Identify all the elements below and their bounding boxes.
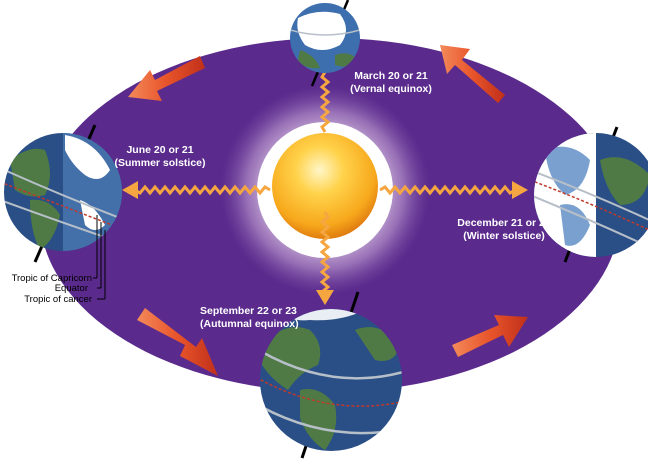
- orbit-arrow-bottom-right: [452, 315, 528, 357]
- ray-left: [134, 184, 271, 196]
- legend-equator: Equator: [54, 283, 88, 294]
- winter-solstice-label: December 21 or 22 (Winter solstice): [448, 217, 560, 243]
- earth-march: [290, 0, 360, 87]
- orbit-arrow-bottom-left: [137, 308, 218, 376]
- ray-right-head: [512, 181, 528, 199]
- ray-bottom: [319, 211, 331, 298]
- autumnal-equinox-name: (Autumnal equinox): [200, 318, 299, 330]
- orbit-arrow-top-right: [440, 45, 505, 103]
- ray-right: [379, 184, 516, 196]
- legend-leader-lines: [93, 215, 106, 300]
- legend-tropic-cancer: Tropic of cancer: [24, 294, 92, 305]
- autumnal-equinox-date: September 22 or 23: [200, 305, 297, 317]
- vernal-equinox-name: (Vernal equinox): [350, 83, 432, 95]
- vernal-equinox-date: March 20 or 21: [354, 70, 428, 82]
- orbit-arrow-top-left: [128, 56, 205, 101]
- autumnal-equinox-label: September 22 or 23 (Autumnal equinox): [200, 305, 324, 331]
- summer-solstice-date: June 20 or 21: [126, 144, 194, 156]
- ray-left-head: [122, 181, 138, 199]
- summer-solstice-label: June 20 or 21 (Summer solstice): [104, 144, 216, 170]
- ray-top: [319, 71, 331, 133]
- ray-bottom-head: [316, 290, 334, 305]
- legend-tropic-capricorn: Tropic of Capricorn: [11, 273, 92, 284]
- winter-solstice-date: December 21 or 22: [457, 217, 551, 229]
- winter-solstice-name: (Winter solstice): [463, 230, 545, 242]
- orbit-arrows: [128, 45, 528, 376]
- sun: [272, 133, 378, 239]
- vernal-equinox-label: March 20 or 21 (Vernal equinox): [336, 70, 446, 96]
- sun-rays: [134, 71, 516, 298]
- summer-solstice-name: (Summer solstice): [114, 157, 206, 169]
